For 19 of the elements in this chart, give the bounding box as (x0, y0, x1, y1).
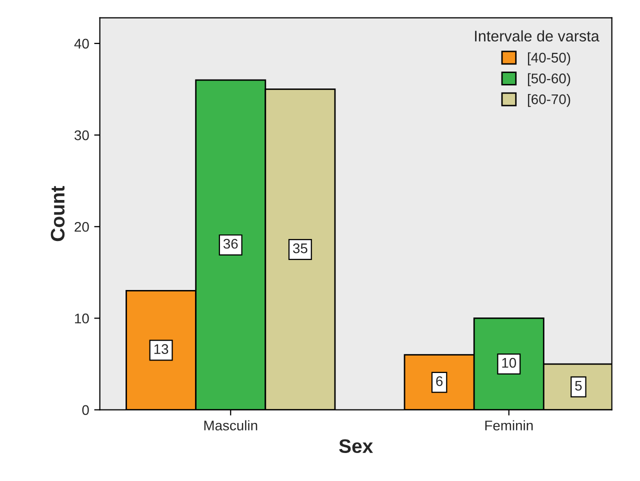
data-label: 36 (223, 238, 238, 249)
y-axis-title: Count (50, 186, 65, 242)
legend-label: [50-60) (528, 73, 570, 86)
legend-title: Intervale de varsta (475, 30, 600, 42)
y-tick-label: 0 (82, 405, 89, 415)
legend-label: [60-70) (528, 94, 570, 107)
x-tick-label: Feminin (485, 420, 533, 430)
x-tick-label: Masculin (204, 420, 258, 430)
data-label: 6 (436, 376, 443, 386)
legend-label: [40-50) (528, 52, 570, 66)
data-label: 35 (292, 243, 308, 254)
data-label: 5 (575, 380, 582, 391)
data-label: 10 (502, 358, 516, 368)
y-tick-label: 40 (74, 38, 89, 49)
y-tick-label: 10 (75, 314, 89, 324)
y-tick-label: 20 (74, 222, 89, 232)
data-label: 13 (154, 344, 168, 354)
x-axis-title: Sex (339, 439, 373, 454)
y-tick-label: 30 (74, 130, 89, 140)
